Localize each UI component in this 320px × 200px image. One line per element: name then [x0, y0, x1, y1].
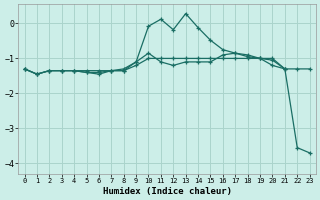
- X-axis label: Humidex (Indice chaleur): Humidex (Indice chaleur): [103, 187, 232, 196]
